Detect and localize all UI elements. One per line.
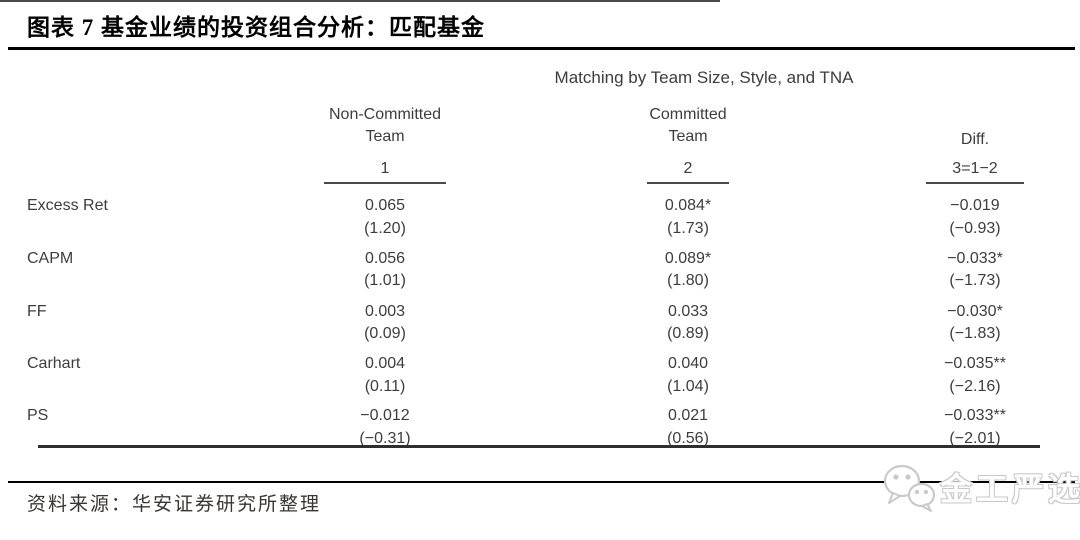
cell-tstat: (1.80) bbox=[667, 272, 709, 289]
cell-tstat: (1.73) bbox=[667, 220, 709, 237]
col3-header: Diff. bbox=[960, 131, 990, 148]
spanning-header-rule bbox=[0, 0, 720, 2]
table-spanning-header: Matching by Team Size, Style, and TNA bbox=[554, 68, 854, 87]
row-label: Excess Ret bbox=[27, 197, 108, 214]
col2-header-line1: Committed bbox=[649, 106, 727, 123]
cell-value: −0.030* bbox=[947, 303, 1003, 320]
col2-number: 2 bbox=[683, 160, 693, 177]
cell-value: 0.084* bbox=[664, 197, 712, 214]
cell-value: 0.040 bbox=[667, 355, 709, 372]
cell-value: 0.003 bbox=[364, 303, 406, 320]
col2-header-line2: Team bbox=[668, 128, 708, 145]
footer-divider bbox=[8, 481, 1075, 483]
row-label: CAPM bbox=[27, 250, 74, 267]
col3-number: 3=1−2 bbox=[952, 160, 998, 177]
figure-title: 图表 7 基金业绩的投资组合分析：匹配基金 bbox=[27, 15, 485, 40]
row-label: FF bbox=[27, 303, 47, 320]
title-divider bbox=[8, 47, 1075, 50]
row-label: PS bbox=[27, 407, 49, 424]
cell-tstat: (1.04) bbox=[667, 378, 709, 395]
cell-tstat: (−2.16) bbox=[949, 378, 1001, 395]
cell-tstat: (−1.83) bbox=[949, 325, 1001, 342]
cell-value: 0.065 bbox=[364, 197, 406, 214]
cell-value: 0.089* bbox=[664, 250, 712, 267]
cell-tstat: (0.89) bbox=[667, 325, 709, 342]
cell-value: −0.033* bbox=[947, 250, 1003, 267]
col3-number-rule bbox=[926, 182, 1024, 184]
cell-value: 0.056 bbox=[364, 250, 406, 267]
cell-value: −0.019 bbox=[950, 197, 1000, 214]
cell-tstat: (0.11) bbox=[364, 378, 406, 395]
cell-tstat: (−0.31) bbox=[359, 430, 411, 447]
cell-value: 0.004 bbox=[364, 355, 406, 372]
cell-tstat: (1.20) bbox=[364, 220, 406, 237]
row-label: Carhart bbox=[27, 355, 81, 372]
watermark-text: 金工严选 bbox=[940, 470, 1080, 507]
col1-number-rule bbox=[324, 182, 446, 184]
cell-value: 0.033 bbox=[667, 303, 709, 320]
cell-tstat: (−1.73) bbox=[949, 272, 1001, 289]
cell-value: −0.033** bbox=[944, 407, 1006, 424]
watermark: 金工严选 bbox=[882, 456, 1080, 517]
cell-tstat: (0.09) bbox=[364, 325, 406, 342]
source-note: 资料来源：华安证券研究所整理 bbox=[27, 494, 322, 515]
cell-tstat: (0.56) bbox=[667, 430, 709, 447]
col1-header-line2: Team bbox=[365, 128, 405, 145]
col2-number-rule bbox=[647, 182, 729, 184]
table-bottom-rule bbox=[38, 445, 1040, 448]
cell-value: −0.012 bbox=[360, 407, 410, 424]
cell-tstat: (1.01) bbox=[364, 272, 406, 289]
wechat-icon bbox=[882, 456, 936, 517]
cell-value: −0.035** bbox=[944, 355, 1006, 372]
col1-number: 1 bbox=[380, 160, 390, 177]
cell-tstat: (−2.01) bbox=[949, 430, 1001, 447]
cell-value: 0.021 bbox=[667, 407, 709, 424]
cell-tstat: (−0.93) bbox=[949, 220, 1001, 237]
col1-header-line1: Non-Committed bbox=[328, 106, 442, 123]
